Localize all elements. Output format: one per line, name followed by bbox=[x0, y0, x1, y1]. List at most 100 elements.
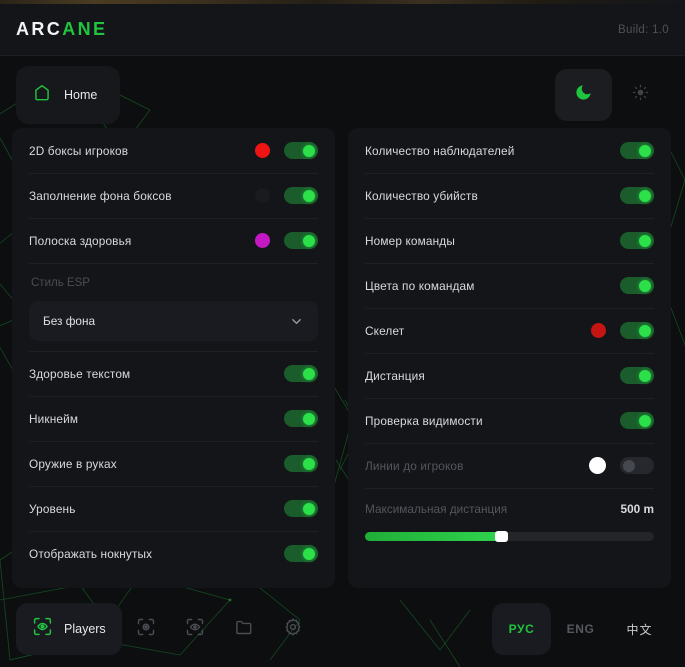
max-distance-value: 500 m bbox=[620, 502, 654, 516]
setting-toggle[interactable] bbox=[620, 187, 654, 204]
setting-row-lines-to-players[interactable]: Линии до игроков bbox=[348, 443, 671, 488]
nav-item-configs[interactable] bbox=[220, 603, 269, 655]
nav-item-visuals[interactable] bbox=[171, 603, 220, 655]
settings-panels: 2D боксы игроков Заполнение фона боксов … bbox=[0, 128, 685, 588]
pentagon-home-icon bbox=[32, 83, 52, 108]
tab-home[interactable]: Home bbox=[16, 66, 120, 124]
setting-row-level[interactable]: Уровень bbox=[12, 486, 335, 531]
toggle-knob bbox=[303, 367, 315, 380]
color-swatch[interactable] bbox=[255, 233, 270, 248]
setting-toggle[interactable] bbox=[620, 412, 654, 429]
setting-row-health-text[interactable]: Здоровье текстом bbox=[12, 351, 335, 396]
logo-text-accent: ANE bbox=[62, 19, 108, 39]
toggle-knob bbox=[639, 279, 651, 292]
toggle-knob bbox=[303, 234, 315, 247]
setting-toggle[interactable] bbox=[620, 457, 654, 474]
setting-toggle[interactable] bbox=[284, 455, 318, 472]
setting-label: Заполнение фона боксов bbox=[29, 188, 172, 203]
setting-label: Оружие в руках bbox=[29, 456, 117, 471]
setting-row-team-number[interactable]: Номер команды bbox=[348, 218, 671, 263]
setting-toggle[interactable] bbox=[284, 142, 318, 159]
setting-label: Проверка видимости bbox=[365, 413, 483, 428]
setting-row-team-colors[interactable]: Цвета по командам bbox=[348, 263, 671, 308]
setting-row-nickname[interactable]: Никнейм bbox=[12, 396, 335, 441]
language-button-en[interactable]: ENG bbox=[566, 622, 595, 636]
nav-item-players-label: Players bbox=[64, 622, 106, 636]
setting-row-health-bar[interactable]: Полоска здоровья bbox=[12, 218, 335, 263]
setting-toggle[interactable] bbox=[284, 545, 318, 562]
setting-toggle[interactable] bbox=[620, 142, 654, 159]
toggle-knob bbox=[303, 547, 315, 560]
setting-toggle[interactable] bbox=[620, 277, 654, 294]
language-button-zh[interactable]: 中文 bbox=[626, 622, 653, 637]
setting-label: Отображать нокнутых bbox=[29, 546, 153, 561]
color-swatch[interactable] bbox=[255, 143, 270, 158]
setting-label: Уровень bbox=[29, 501, 76, 516]
toggle-knob bbox=[623, 459, 635, 472]
setting-toggle[interactable] bbox=[284, 410, 318, 427]
setting-row-show-knocked[interactable]: Отображать нокнутых bbox=[12, 531, 335, 576]
setting-row-visibility-check[interactable]: Проверка видимости bbox=[348, 398, 671, 443]
setting-toggle[interactable] bbox=[620, 367, 654, 384]
setting-toggle[interactable] bbox=[284, 232, 318, 249]
setting-label: Здоровье текстом bbox=[29, 366, 131, 381]
setting-row-skeleton[interactable]: Скелет bbox=[348, 308, 671, 353]
chevron-down-icon bbox=[289, 314, 304, 329]
setting-toggle[interactable] bbox=[284, 187, 318, 204]
tab-bar: Home bbox=[0, 66, 685, 124]
aim-scan-icon bbox=[136, 617, 156, 642]
toggle-knob bbox=[639, 324, 651, 337]
sun-icon bbox=[632, 84, 649, 106]
toggle-knob bbox=[639, 414, 651, 427]
esp-style-value: Без фона bbox=[43, 314, 96, 328]
moon-icon bbox=[574, 83, 593, 107]
toggle-knob bbox=[303, 412, 315, 425]
toggle-knob bbox=[303, 502, 315, 515]
gear-icon bbox=[283, 617, 303, 642]
setting-label: 2D боксы игроков bbox=[29, 143, 129, 158]
setting-row-spectator-count[interactable]: Количество наблюдателей bbox=[348, 128, 671, 173]
setting-label: Цвета по командам bbox=[365, 278, 475, 293]
nav-item-players[interactable]: Players bbox=[16, 603, 122, 655]
right-settings-panel: Количество наблюдателей Количество убийс… bbox=[348, 128, 671, 588]
setting-row-kill-count[interactable]: Количество убийств bbox=[348, 173, 671, 218]
toggle-knob bbox=[303, 189, 315, 202]
setting-toggle[interactable] bbox=[620, 322, 654, 339]
esp-style-selector-block: Стиль ESP Без фона bbox=[12, 263, 335, 351]
setting-row-box-fill[interactable]: Заполнение фона боксов bbox=[12, 173, 335, 218]
language-button-ru[interactable]: РУС bbox=[492, 603, 551, 655]
desktop-background-strip bbox=[0, 0, 685, 4]
app-logo: ARCANE bbox=[16, 19, 107, 40]
setting-label: Количество наблюдателей bbox=[365, 143, 515, 158]
setting-row-weapon-in-hands[interactable]: Оружие в руках bbox=[12, 441, 335, 486]
app-header: ARCANE Build: 1.0 bbox=[0, 4, 685, 56]
color-swatch[interactable] bbox=[255, 188, 270, 203]
target-eye-icon bbox=[185, 617, 205, 642]
theme-switcher bbox=[555, 69, 669, 121]
nav-item-aim[interactable] bbox=[122, 603, 171, 655]
color-swatch[interactable] bbox=[591, 323, 606, 338]
max-distance-slider[interactable] bbox=[365, 531, 654, 542]
toggle-knob bbox=[303, 144, 315, 157]
slider-thumb[interactable] bbox=[494, 531, 508, 542]
max-distance-slider-block: Максимальная дистанция 500 m bbox=[348, 488, 671, 542]
setting-label: Линии до игроков bbox=[365, 458, 464, 473]
nav-item-settings[interactable] bbox=[269, 603, 318, 655]
theme-dark-button[interactable] bbox=[555, 69, 612, 121]
color-swatch[interactable] bbox=[589, 457, 606, 474]
setting-label: Скелет bbox=[365, 323, 405, 338]
player-scan-icon bbox=[32, 616, 53, 642]
setting-toggle[interactable] bbox=[620, 232, 654, 249]
setting-row-2d-boxes[interactable]: 2D боксы игроков bbox=[12, 128, 335, 173]
setting-row-distance[interactable]: Дистанция bbox=[348, 353, 671, 398]
theme-light-button[interactable] bbox=[612, 69, 669, 121]
setting-label: Количество убийств bbox=[365, 188, 478, 203]
toggle-knob bbox=[303, 457, 315, 470]
setting-toggle[interactable] bbox=[284, 500, 318, 517]
bottom-nav: Players bbox=[16, 603, 318, 655]
setting-toggle[interactable] bbox=[284, 365, 318, 382]
toggle-knob bbox=[639, 189, 651, 202]
language-switcher: РУС ENG 中文 bbox=[492, 603, 669, 655]
esp-style-dropdown[interactable]: Без фона bbox=[29, 301, 318, 341]
